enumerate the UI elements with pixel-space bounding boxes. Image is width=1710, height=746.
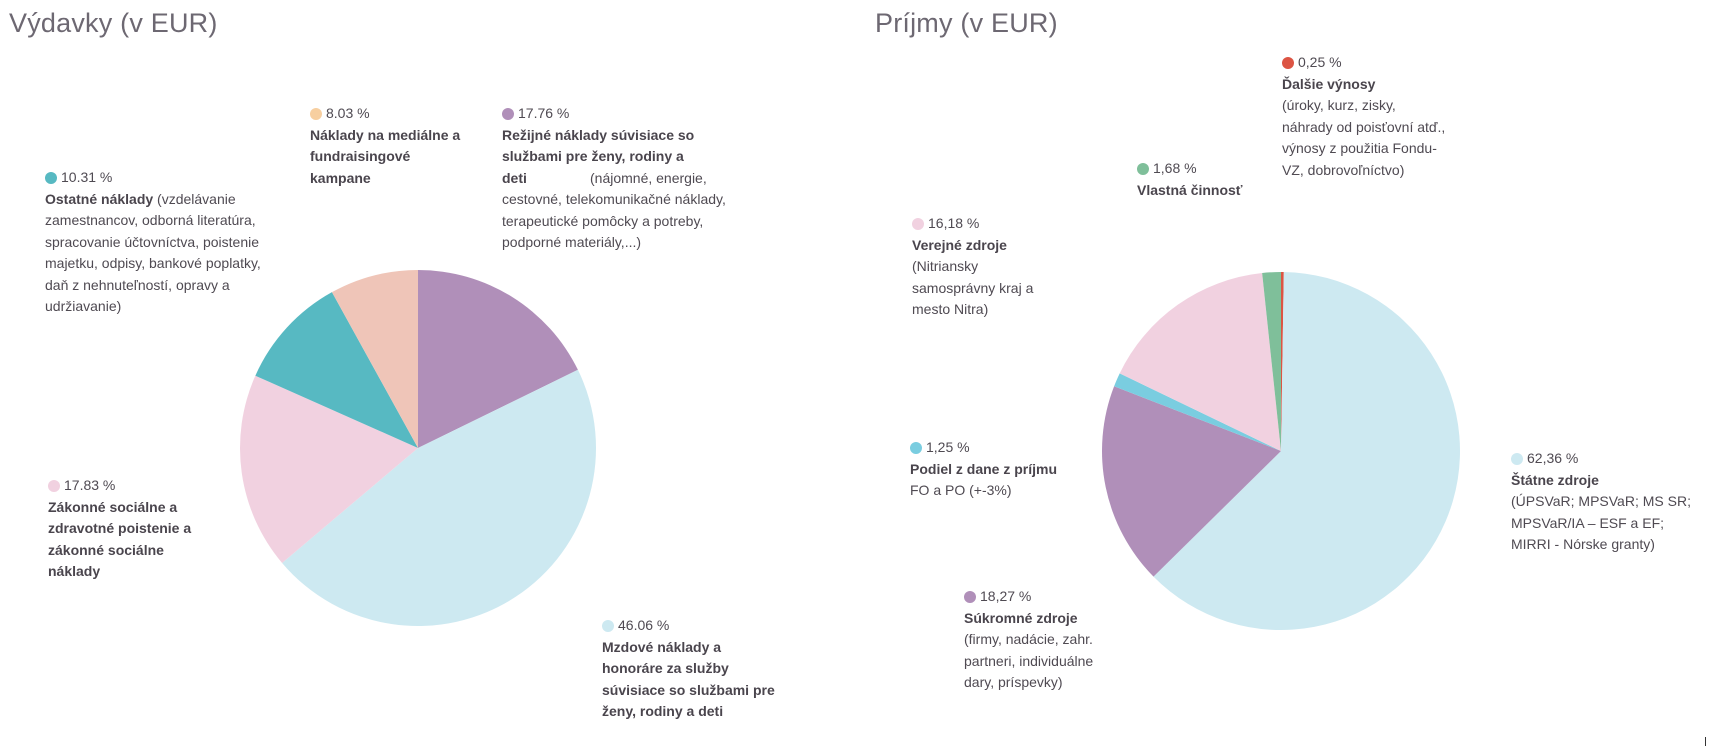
expenses-label-overhead: 17.76 % Režijné náklady súvisiace so slu…	[502, 103, 742, 254]
slice-name: Vlastná činnosť	[1137, 181, 1243, 198]
expenses-label-wages: 46.06 % Mzdové náklady a honoráre za slu…	[602, 615, 777, 723]
slice-percent: 46.06 %	[618, 617, 670, 633]
pie-slice-0	[418, 270, 578, 448]
legend-dot	[912, 217, 924, 230]
slice-detail: (ÚPSVaR; MPSVaR; MS SR; MPSVaR/IA – ESF …	[1511, 493, 1691, 552]
pie-slice-2	[239, 375, 418, 563]
income-chart-title: Príjmy (v EUR)	[875, 8, 1058, 38]
income-label-other-revenue: 0,25 % Ďalšie výnosy (úroky, kurz, zisky…	[1282, 52, 1447, 181]
slice-percent: 0,25 %	[1298, 54, 1342, 70]
expenses-pie-chart	[239, 270, 596, 627]
slice-percent: 16,18 %	[928, 215, 980, 231]
income-label-private: 18,27 % Súkromné zdroje (firmy, nadácie,…	[964, 586, 1099, 694]
slice-detail: (firmy, nadácie, zahr. partneri, individ…	[964, 631, 1094, 690]
pie-slice-3	[255, 292, 418, 448]
slice-detail: (nájomné, energie, cestovné, telekomunik…	[502, 169, 726, 251]
legend-dot	[310, 107, 322, 120]
slice-name: Ostatné náklady	[45, 190, 154, 207]
legend-dot	[910, 441, 922, 454]
pie-slice-4	[1119, 272, 1281, 451]
legend-dot	[48, 479, 60, 492]
slice-name: Verejné zdroje	[912, 236, 1007, 253]
legend-dot	[45, 171, 57, 184]
slice-name: Ďalšie výnosy	[1282, 75, 1376, 92]
income-pie-chart	[1102, 272, 1460, 630]
slice-name: Podiel z dane z príjmu	[910, 460, 1058, 477]
pie-slice-5	[1262, 272, 1281, 451]
expenses-label-insurance: 17.83 % Zákonné sociálne a zdravotné poi…	[48, 475, 218, 583]
slice-name: Štátne zdroje	[1511, 471, 1599, 488]
income-label-own-activity: 1,68 % Vlastná činnosť	[1137, 158, 1277, 201]
legend-dot	[1137, 162, 1149, 175]
corner-tick	[1705, 737, 1706, 746]
expenses-chart-title: Výdavky (v EUR)	[9, 8, 218, 38]
slice-percent: 17.83 %	[64, 477, 116, 493]
slice-percent: 18,27 %	[980, 588, 1032, 604]
legend-dot	[502, 107, 514, 120]
pie-slice-1	[1153, 272, 1460, 630]
slice-percent: 1,68 %	[1153, 160, 1197, 176]
expenses-label-media: 8.03 % Náklady na mediálne a fundraising…	[310, 103, 470, 189]
slice-percent: 62,36 %	[1527, 450, 1579, 466]
slice-percent: 17.76 %	[518, 105, 570, 121]
pie-slice-2	[1102, 386, 1281, 577]
income-label-state: 62,36 % Štátne zdroje (ÚPSVaR; MPSVaR; M…	[1511, 448, 1706, 556]
slice-percent: 8.03 %	[326, 105, 370, 121]
slice-percent: 10.31 %	[61, 169, 113, 185]
slice-name: Zákonné sociálne a zdravotné poistenie a…	[48, 498, 192, 580]
legend-dot	[1511, 452, 1523, 465]
slice-detail: (úroky, kurz, zisky, náhrady od poisťovn…	[1282, 97, 1446, 178]
legend-dot	[964, 590, 976, 603]
slice-name: Súkromné zdroje	[964, 609, 1078, 626]
slice-name: Náklady na mediálne a fundraisingové kam…	[310, 126, 461, 186]
slice-name: Mzdové náklady a honoráre za služby súvi…	[602, 638, 775, 720]
income-label-public: 16,18 % Verejné zdroje (Nitriansky samos…	[912, 213, 1037, 321]
slice-detail: FO a PO (+-3%)	[910, 482, 1012, 498]
slice-percent: 1,25 %	[926, 439, 970, 455]
expenses-label-other: 10.31 % Ostatné náklady (vzdelávanie zam…	[45, 167, 285, 318]
income-label-tax-share: 1,25 % Podiel z dane z príjmu FO a PO (+…	[910, 437, 1090, 502]
pie-slice-4	[331, 270, 418, 448]
pie-slice-1	[282, 369, 596, 627]
legend-dot	[1282, 56, 1294, 69]
slice-name: Režijné náklady súvisiace so službami pr…	[502, 126, 695, 186]
slice-detail: (Nitriansky samosprávny kraj a mesto Nit…	[912, 258, 1034, 317]
slice-detail: (vzdelávanie zamestnancov, odborná liter…	[45, 190, 261, 315]
pie-slice-3	[1114, 373, 1281, 451]
pie-slice-0	[1281, 272, 1284, 451]
legend-dot	[602, 619, 614, 632]
